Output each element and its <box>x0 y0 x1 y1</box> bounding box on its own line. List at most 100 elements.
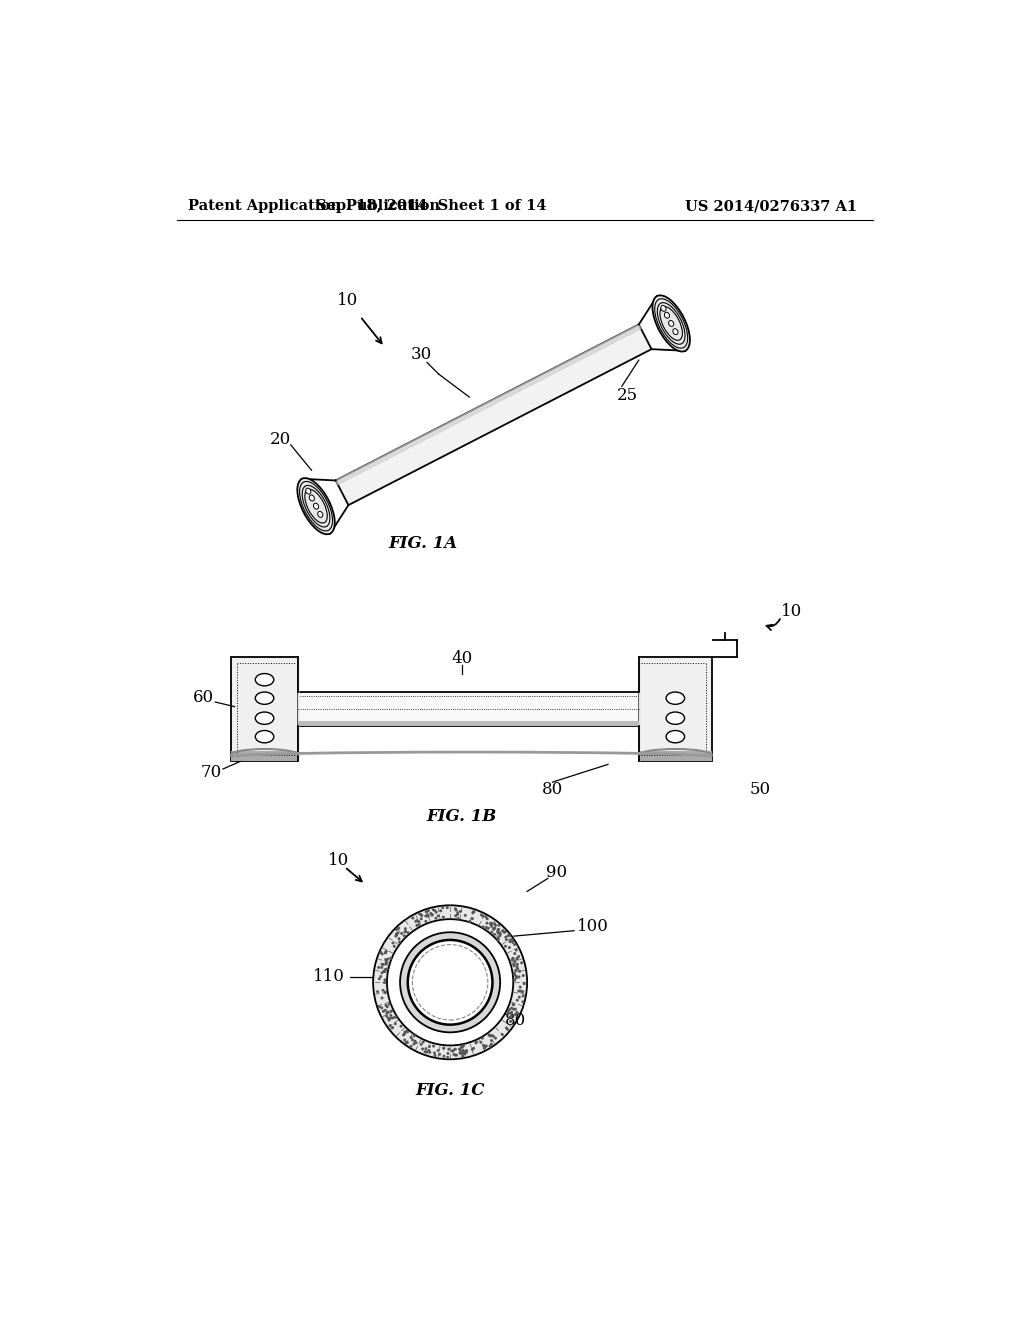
Circle shape <box>513 1008 514 1010</box>
Circle shape <box>488 1035 489 1036</box>
Ellipse shape <box>255 730 273 743</box>
Circle shape <box>411 1045 412 1047</box>
Circle shape <box>507 1028 508 1030</box>
Circle shape <box>522 1001 523 1003</box>
Circle shape <box>455 1048 456 1049</box>
Circle shape <box>395 929 397 931</box>
Ellipse shape <box>673 329 678 334</box>
Circle shape <box>407 1041 409 1043</box>
Circle shape <box>472 912 473 913</box>
Circle shape <box>390 1015 391 1016</box>
Circle shape <box>386 1012 388 1014</box>
Circle shape <box>392 942 394 944</box>
Circle shape <box>508 935 509 936</box>
Circle shape <box>381 972 383 974</box>
Circle shape <box>416 1041 417 1044</box>
Circle shape <box>463 1045 464 1047</box>
Circle shape <box>387 919 513 1045</box>
Circle shape <box>429 1052 431 1053</box>
Circle shape <box>456 1055 458 1056</box>
Circle shape <box>493 1036 495 1038</box>
Text: 25: 25 <box>616 387 638 404</box>
Circle shape <box>426 1051 427 1053</box>
Circle shape <box>518 956 519 957</box>
Circle shape <box>510 940 512 941</box>
Circle shape <box>489 923 492 925</box>
Circle shape <box>489 1035 492 1036</box>
Circle shape <box>381 1007 383 1008</box>
Circle shape <box>434 909 435 911</box>
Circle shape <box>392 1027 393 1028</box>
Circle shape <box>386 964 387 965</box>
Bar <box>639 751 712 762</box>
Circle shape <box>519 970 520 972</box>
Circle shape <box>384 970 385 973</box>
Circle shape <box>408 940 493 1024</box>
Circle shape <box>522 991 523 993</box>
Text: Patent Application Publication: Patent Application Publication <box>188 199 440 213</box>
Text: 20: 20 <box>270 430 292 447</box>
Circle shape <box>466 1051 467 1053</box>
Circle shape <box>498 932 499 933</box>
Circle shape <box>465 915 466 916</box>
Circle shape <box>385 962 387 964</box>
Text: FIG. 1B: FIG. 1B <box>427 808 497 825</box>
Circle shape <box>461 1047 463 1048</box>
Circle shape <box>390 957 391 960</box>
Circle shape <box>454 1053 455 1055</box>
Polygon shape <box>336 325 651 506</box>
Circle shape <box>433 1045 434 1047</box>
Circle shape <box>476 1041 477 1043</box>
Circle shape <box>486 923 487 924</box>
Circle shape <box>390 1018 391 1019</box>
Circle shape <box>387 958 388 960</box>
Circle shape <box>482 927 483 928</box>
Circle shape <box>502 931 504 932</box>
Circle shape <box>412 1039 414 1040</box>
Circle shape <box>418 924 420 925</box>
Circle shape <box>386 1015 387 1016</box>
Circle shape <box>380 975 382 977</box>
Circle shape <box>515 969 516 972</box>
Circle shape <box>465 1051 466 1053</box>
Circle shape <box>498 924 500 927</box>
Circle shape <box>475 1041 476 1044</box>
Circle shape <box>434 1052 435 1053</box>
Circle shape <box>421 1044 422 1045</box>
Circle shape <box>406 1041 407 1043</box>
Circle shape <box>385 1010 386 1011</box>
Circle shape <box>482 915 483 917</box>
Circle shape <box>442 907 443 908</box>
Circle shape <box>424 1051 426 1052</box>
Ellipse shape <box>297 478 335 535</box>
Circle shape <box>400 932 500 1032</box>
Circle shape <box>512 1003 514 1006</box>
Circle shape <box>509 941 511 942</box>
Circle shape <box>498 939 499 940</box>
Circle shape <box>385 952 386 953</box>
Text: FIG. 1A: FIG. 1A <box>388 535 458 552</box>
Circle shape <box>457 913 459 915</box>
Circle shape <box>388 1019 390 1020</box>
Circle shape <box>382 990 384 991</box>
Circle shape <box>460 1052 462 1053</box>
Circle shape <box>513 964 514 965</box>
Circle shape <box>516 1011 518 1012</box>
Circle shape <box>414 1035 415 1036</box>
Circle shape <box>484 1045 486 1047</box>
Circle shape <box>516 964 518 965</box>
Circle shape <box>385 952 386 953</box>
Circle shape <box>455 1055 456 1056</box>
Circle shape <box>499 935 501 936</box>
Circle shape <box>406 1030 408 1032</box>
Circle shape <box>381 964 383 965</box>
Circle shape <box>379 1006 380 1007</box>
Circle shape <box>427 913 428 916</box>
Circle shape <box>512 957 514 960</box>
Circle shape <box>384 969 386 970</box>
Circle shape <box>514 979 515 981</box>
Circle shape <box>466 1049 467 1052</box>
Circle shape <box>414 1043 415 1044</box>
Circle shape <box>428 1049 430 1051</box>
Circle shape <box>422 1041 424 1043</box>
